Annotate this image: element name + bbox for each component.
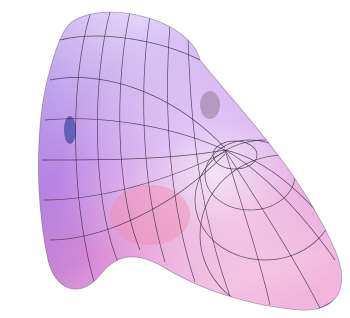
page [0,0,350,318]
surface-plot [0,0,350,318]
surface [0,0,350,318]
